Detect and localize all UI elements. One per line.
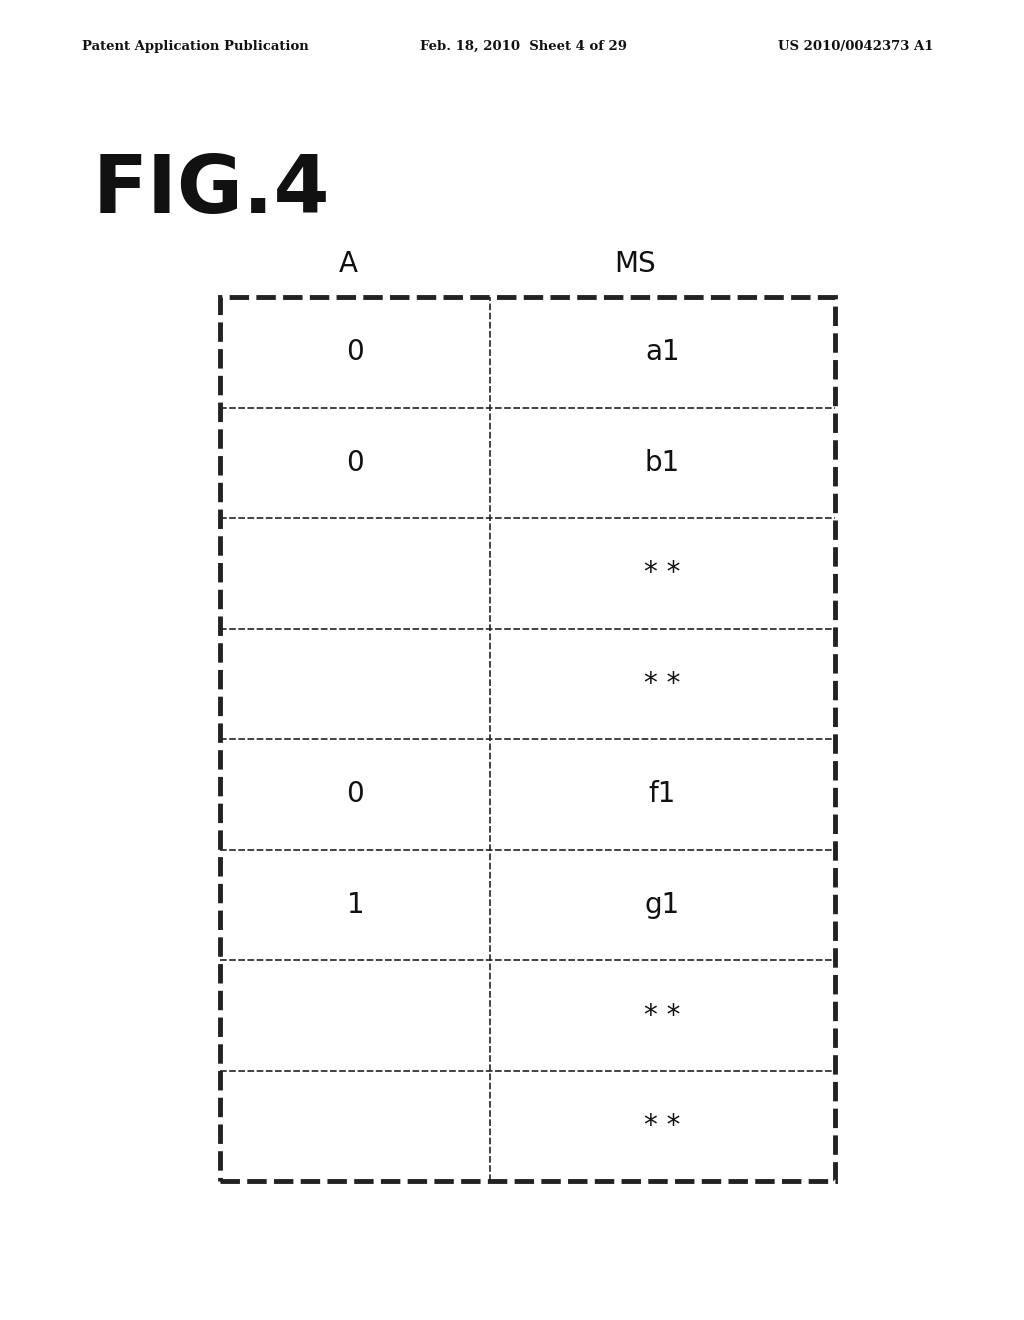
Text: FIG.4: FIG.4: [92, 152, 330, 231]
Text: US 2010/0042373 A1: US 2010/0042373 A1: [778, 40, 934, 53]
Text: MS: MS: [614, 249, 655, 279]
Bar: [220, 297, 835, 1181]
Text: a1: a1: [645, 338, 680, 366]
Text: f1: f1: [649, 780, 676, 808]
Text: Patent Application Publication: Patent Application Publication: [82, 40, 308, 53]
Text: g1: g1: [645, 891, 680, 919]
Text: 1: 1: [346, 891, 365, 919]
Text: A: A: [339, 249, 357, 279]
Text: 0: 0: [346, 449, 365, 477]
Text: Feb. 18, 2010  Sheet 4 of 29: Feb. 18, 2010 Sheet 4 of 29: [420, 40, 627, 53]
Text: b1: b1: [645, 449, 680, 477]
Text: * *: * *: [644, 671, 681, 698]
Text: * *: * *: [644, 560, 681, 587]
Text: * *: * *: [644, 1113, 681, 1140]
Text: * *: * *: [644, 1002, 681, 1030]
Text: 0: 0: [346, 338, 365, 366]
Text: 0: 0: [346, 780, 365, 808]
